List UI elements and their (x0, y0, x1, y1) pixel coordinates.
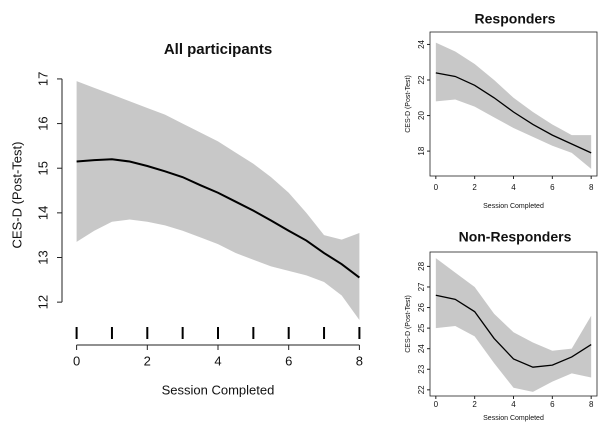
x-tick-label: 4 (511, 183, 516, 192)
panel-title: Responders (475, 11, 556, 27)
y-tick-label: 18 (417, 146, 426, 155)
y-axis-label: CES-D (Post-Test) (405, 295, 412, 353)
panel-title: Non-Responders (459, 229, 572, 245)
y-tick-label: 17 (35, 72, 50, 86)
x-axis-label: Session Completed (162, 382, 275, 397)
x-tick-label: 2 (144, 353, 151, 368)
x-tick-label: 8 (589, 183, 594, 192)
x-tick-label: 0 (73, 353, 80, 368)
y-tick-label: 12 (35, 295, 50, 309)
y-tick-label: 27 (417, 282, 426, 291)
confidence-band (435, 42, 592, 169)
y-tick-label: 22 (417, 75, 426, 84)
x-tick-label: 4 (214, 353, 221, 368)
confidence-band (435, 258, 592, 392)
mean-line (76, 158, 360, 279)
y-tick-label: 25 (417, 323, 426, 332)
x-tick-label: 8 (356, 353, 363, 368)
x-tick-label: 2 (472, 183, 477, 192)
y-tick-label: 26 (417, 303, 426, 312)
panel-title: All participants (164, 41, 272, 58)
y-tick-label: 14 (35, 206, 50, 220)
x-tick-label: 6 (550, 400, 555, 409)
confidence-band (76, 81, 360, 321)
x-axis-label: Session Completed (483, 415, 544, 422)
x-tick-label: 0 (434, 400, 439, 409)
x-tick-label: 0 (434, 183, 439, 192)
y-tick-label: 16 (35, 116, 50, 130)
x-axis-label: Session Completed (483, 203, 544, 210)
y-tick-label: 15 (35, 161, 50, 175)
x-tick-label: 6 (550, 183, 555, 192)
x-tick-label: 8 (589, 400, 594, 409)
y-axis-label: CES-D (Post-Test) (9, 142, 24, 249)
mean-line (435, 72, 592, 154)
y-tick-label: 24 (417, 39, 426, 48)
y-tick-label: 13 (35, 250, 50, 264)
mean-line (435, 294, 592, 368)
x-tick-label: 6 (285, 353, 292, 368)
y-tick-label: 20 (417, 111, 426, 120)
y-tick-label: 23 (417, 364, 426, 373)
y-tick-label: 24 (417, 344, 426, 353)
x-tick-label: 4 (511, 400, 516, 409)
y-axis-label: CES-D (Post-Test) (405, 75, 412, 133)
y-tick-label: 28 (417, 261, 426, 270)
x-tick-label: 2 (472, 400, 477, 409)
y-tick-label: 22 (417, 385, 426, 394)
